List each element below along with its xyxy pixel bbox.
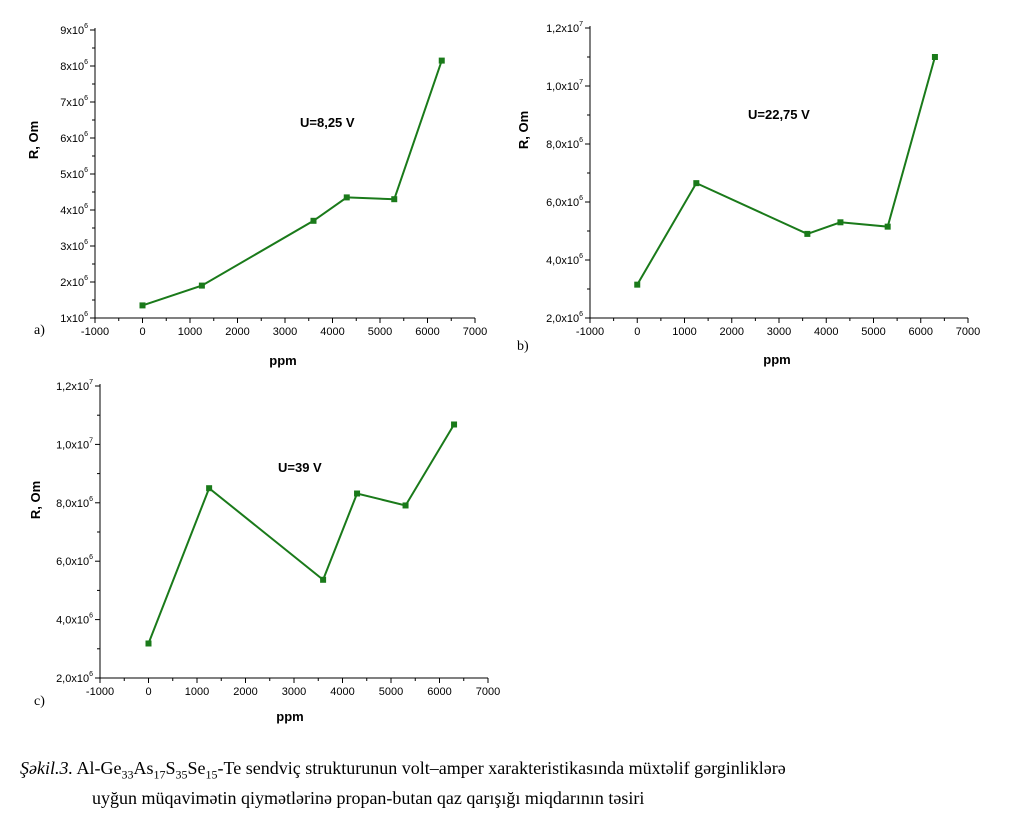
panel-label: a) (34, 323, 45, 338)
x-tick-label: 1000 (185, 686, 209, 698)
x-tick-label: 4000 (320, 326, 344, 338)
x-tick-label: 0 (145, 686, 151, 698)
y-tick-label: 1,0x107 (56, 437, 93, 451)
panel-label: c) (34, 694, 45, 709)
y-tick-label: 1x106 (60, 311, 88, 325)
data-point (634, 281, 641, 288)
x-tick-label: 2000 (225, 326, 249, 338)
y-tick-label: 8,0x106 (546, 137, 583, 151)
y-tick-label: 2,0x106 (56, 671, 93, 685)
y-tick-label: 3x106 (60, 239, 88, 253)
x-tick-label: 3000 (767, 326, 791, 338)
chart-panel-1: -1000 0 1000 2000 3000 4000 5000 6000 7000 1x106 2… (26, 23, 487, 368)
voltage-annotation: U=22,75 V (748, 107, 810, 122)
x-tick-label: -1000 (576, 326, 604, 338)
data-point (837, 219, 844, 226)
y-tick-label: 2x106 (60, 275, 88, 289)
x-tick-label: 7000 (476, 686, 500, 698)
y-tick-label: 6x106 (60, 131, 88, 145)
data-point (391, 196, 398, 203)
x-tick-label: 5000 (861, 326, 885, 338)
x-tick-label: -1000 (81, 326, 109, 338)
y-tick-label: 1,0x107 (546, 79, 583, 93)
x-tick-label: 1000 (178, 326, 202, 338)
y-tick-label: 8x106 (60, 59, 88, 73)
y-tick-label: 4,0x106 (546, 253, 583, 267)
data-point (804, 230, 811, 237)
y-tick-label: 4,0x106 (56, 613, 93, 627)
x-tick-label: 0 (634, 326, 640, 338)
data-point (310, 217, 317, 224)
figure-caption: Şəkil.3. Al-Ge33As17S35Se15-Te sendviç s… (20, 757, 1010, 810)
series-line (142, 60, 443, 307)
caption-formula: Al-Ge33As17S35Se15 (76, 758, 218, 782)
x-tick-label: 6000 (909, 326, 933, 338)
x-tick-label: 4000 (814, 326, 838, 338)
x-tick-label: 0 (139, 326, 145, 338)
x-tick-label: 1000 (672, 326, 696, 338)
y-tick-label: 4x106 (60, 203, 88, 217)
x-axis-label: ppm (276, 709, 303, 724)
data-point (451, 421, 458, 428)
data-point (438, 57, 445, 64)
panel-label: b) (517, 339, 529, 354)
x-tick-label: 3000 (282, 686, 306, 698)
y-tick-label: 6,0x106 (546, 195, 583, 209)
y-tick-label: 1,2x107 (546, 21, 583, 35)
data-point (354, 490, 361, 497)
x-tick-label: 7000 (463, 326, 487, 338)
y-tick-label: 5x106 (60, 167, 88, 181)
voltage-annotation: U=8,25 V (300, 115, 355, 130)
x-axis-label: ppm (763, 352, 790, 367)
x-tick-label: 2000 (233, 686, 257, 698)
data-point (884, 223, 891, 230)
series-line (147, 423, 455, 644)
chart-panel-3: -1000 0 1000 2000 3000 4000 5000 6000 7000 2,0x10… (28, 379, 500, 724)
x-tick-label: 7000 (956, 326, 980, 338)
y-tick-label: 7x106 (60, 95, 88, 109)
x-tick-label: 5000 (368, 326, 392, 338)
caption-text-line1: -Te sendviç strukturunun volt–amper xara… (217, 758, 786, 778)
data-point (320, 576, 327, 583)
x-axis-label: ppm (269, 353, 296, 368)
x-tick-label: 4000 (330, 686, 354, 698)
y-tick-label: 2,0x106 (546, 311, 583, 325)
data-point (145, 640, 152, 647)
x-tick-label: 5000 (379, 686, 403, 698)
data-point (206, 485, 213, 492)
x-tick-label: 2000 (720, 326, 744, 338)
y-axis-label: R, Om (28, 481, 43, 519)
data-point (343, 194, 350, 201)
data-point (198, 282, 205, 289)
data-point (931, 54, 938, 60)
y-axis-label: R, Om (516, 111, 531, 149)
caption-lead: Şəkil.3. (20, 758, 73, 778)
voltage-annotation: U=39 V (278, 460, 322, 475)
chart-panel-2: -1000 0 1000 2000 3000 4000 5000 6000 7000 2,0x10… (516, 21, 980, 367)
y-axis-label: R, Om (26, 121, 41, 159)
x-tick-label: 6000 (427, 686, 451, 698)
data-point (693, 180, 700, 187)
y-tick-label: 8,0x106 (56, 496, 93, 510)
series-line (636, 56, 936, 286)
x-tick-label: -1000 (86, 686, 114, 698)
data-point (139, 302, 146, 309)
y-tick-label: 1,2x107 (56, 379, 93, 393)
y-tick-label: 9x106 (60, 23, 88, 37)
y-tick-label: 6,0x106 (56, 554, 93, 568)
x-tick-label: 3000 (273, 326, 297, 338)
data-point (402, 502, 409, 509)
caption-text-line2: uyğun müqavimətin qiymətlərinə propan-bu… (92, 787, 645, 808)
x-tick-label: 6000 (415, 326, 439, 338)
